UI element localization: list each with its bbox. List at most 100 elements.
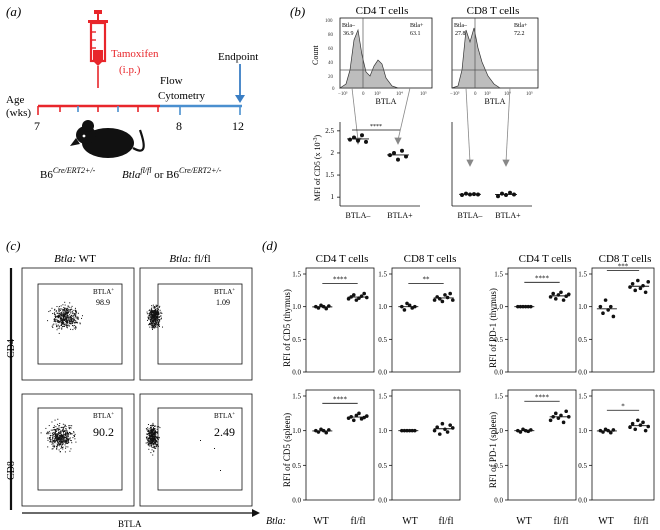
dot xyxy=(155,321,157,323)
dot xyxy=(74,321,76,323)
dot xyxy=(55,320,57,322)
dot xyxy=(157,325,159,327)
dot xyxy=(61,313,63,315)
gate-cd4-fl xyxy=(157,283,243,365)
rfi-point xyxy=(351,293,356,297)
dot xyxy=(65,318,67,320)
dot xyxy=(72,321,74,323)
dot xyxy=(146,311,148,313)
dot xyxy=(146,433,148,435)
dot xyxy=(156,441,158,443)
dot xyxy=(60,430,62,432)
rfi-point xyxy=(556,416,561,420)
value-cd8-wt: 90.2 xyxy=(93,425,114,439)
dot xyxy=(68,427,70,429)
dot xyxy=(56,437,58,439)
dot xyxy=(68,306,70,308)
dot xyxy=(63,426,65,428)
dot xyxy=(77,322,79,324)
panel-b: (b) CD4 T cells CD8 T cells Btla– 36.9 B… xyxy=(290,4,539,220)
dot xyxy=(155,440,157,442)
dot xyxy=(152,315,154,317)
mfi-point xyxy=(392,150,396,155)
rfi-ytick-label: 0.0 xyxy=(578,497,587,505)
dot xyxy=(155,310,157,312)
svg-text:80: 80 xyxy=(328,33,334,38)
dot xyxy=(63,438,65,440)
dot xyxy=(150,444,152,446)
rfi-plot-5: 1.5 1.0 0.5 0.0 **** xyxy=(292,389,375,505)
svg-text:10⁵: 10⁵ xyxy=(526,91,533,97)
rfi-point xyxy=(357,411,361,416)
dot xyxy=(60,434,62,436)
dot xyxy=(48,437,50,439)
dot xyxy=(75,310,77,312)
rfi-ytick-label: 0.5 xyxy=(494,336,503,344)
dot xyxy=(56,325,58,327)
dot xyxy=(74,438,76,440)
dot xyxy=(151,309,153,311)
dot xyxy=(60,446,62,448)
gate-cd8-fl xyxy=(157,407,243,491)
dot xyxy=(55,310,57,312)
dot xyxy=(57,324,59,326)
dot xyxy=(156,311,158,313)
dot xyxy=(148,313,150,315)
dot xyxy=(65,317,67,319)
dot xyxy=(156,311,158,313)
dot xyxy=(71,442,73,444)
cd8-histogram xyxy=(451,27,502,89)
d-title-cd8-b: CD8 T cells xyxy=(599,253,652,265)
dot xyxy=(150,435,152,437)
dot xyxy=(66,317,68,319)
dot xyxy=(154,429,156,431)
dot xyxy=(57,441,59,443)
svg-text:40: 40 xyxy=(328,61,334,66)
dot xyxy=(75,314,77,316)
dot xyxy=(157,437,159,439)
dot xyxy=(73,327,75,329)
flow-label: Flow xyxy=(160,75,183,87)
dot xyxy=(149,432,151,434)
rfi-plot-2: 1.5 1.0 0.5 0.0 ** xyxy=(378,267,461,377)
rfi-ytick-label: 1.5 xyxy=(378,393,387,401)
dot xyxy=(55,439,57,441)
cd8-xlabel-neg: BTLA– xyxy=(458,211,484,220)
dot xyxy=(56,315,58,317)
value-cd8-fl: 2.49 xyxy=(214,425,235,439)
dot xyxy=(146,438,148,440)
dot xyxy=(69,450,71,452)
dot xyxy=(58,443,60,445)
dot xyxy=(149,441,151,443)
dot xyxy=(152,306,154,308)
dot xyxy=(56,430,58,432)
tick-12: 12 xyxy=(232,119,244,133)
dot xyxy=(59,327,61,329)
dot xyxy=(54,315,56,317)
dot xyxy=(156,308,158,310)
dot xyxy=(151,429,153,431)
rfi-plot-3: 1.5 1.0 0.5 0.0 **** xyxy=(494,267,577,377)
dot xyxy=(66,321,68,323)
dot xyxy=(159,320,161,322)
dot xyxy=(160,311,162,313)
dot xyxy=(57,428,59,430)
dot xyxy=(150,429,152,431)
dot xyxy=(65,441,67,443)
dot xyxy=(156,317,158,319)
dot xyxy=(152,320,154,322)
dot xyxy=(154,319,156,321)
dot xyxy=(53,446,55,448)
rfi-point xyxy=(608,304,613,309)
dot xyxy=(62,429,64,431)
dot xyxy=(64,316,66,318)
dot xyxy=(70,322,72,324)
dot xyxy=(63,434,65,436)
rfi-ytick-label: 0.0 xyxy=(292,369,301,377)
dot xyxy=(150,445,152,447)
dot xyxy=(153,436,155,438)
svg-text:0: 0 xyxy=(332,87,335,92)
dot xyxy=(153,433,155,435)
dot xyxy=(54,437,56,439)
dot xyxy=(48,430,50,432)
